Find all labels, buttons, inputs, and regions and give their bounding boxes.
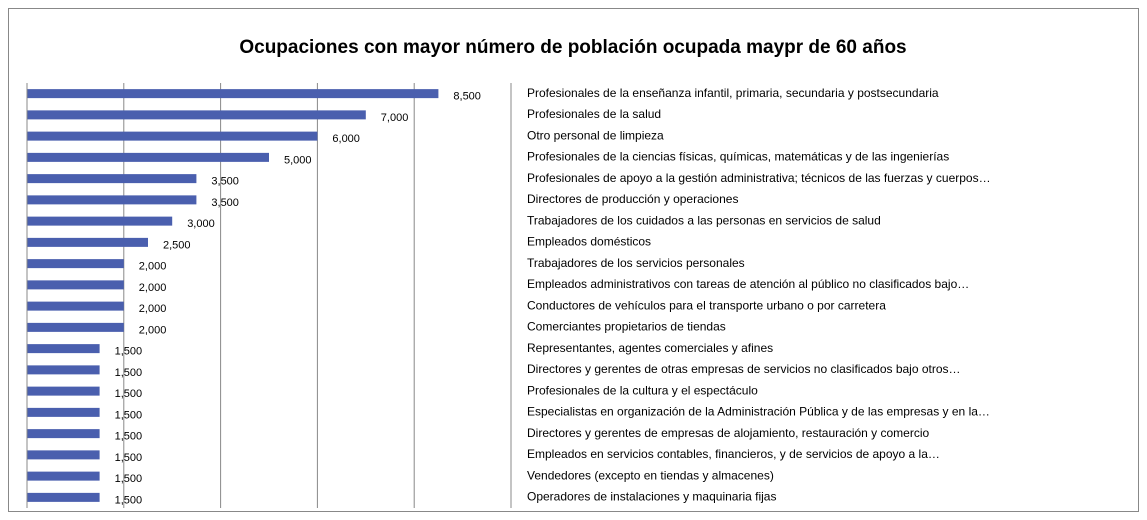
value-label: 1,500 <box>115 346 143 358</box>
value-label: 3,000 <box>187 218 215 230</box>
category-label: Empleados en servicios contables, financ… <box>527 447 940 461</box>
category-label: Operadores de instalaciones y maquinaria… <box>527 490 776 504</box>
bar <box>27 259 124 269</box>
category-label: Trabajadores de los servicios personales <box>527 256 745 270</box>
bar <box>27 110 366 120</box>
value-label: 2,500 <box>163 239 191 251</box>
value-label: 3,500 <box>211 176 239 188</box>
bar <box>27 322 124 332</box>
value-label: 1,500 <box>115 367 143 379</box>
value-label: 3,500 <box>211 197 239 209</box>
value-label: 1,500 <box>115 494 143 506</box>
category-label: Profesionales de la enseñanza infantil, … <box>527 86 939 100</box>
value-label: 1,500 <box>115 473 143 485</box>
category-label: Empleados domésticos <box>527 235 651 249</box>
bar <box>27 237 148 247</box>
bar <box>27 131 318 141</box>
category-label: Profesionales de apoyo a la gestión admi… <box>527 171 991 185</box>
bar <box>27 407 100 417</box>
bar <box>27 280 124 290</box>
bar <box>27 216 173 226</box>
value-label: 1,500 <box>115 431 143 443</box>
category-label: Directores de producción y operaciones <box>527 192 738 206</box>
category-label: Especialistas en organización de la Admi… <box>527 405 990 419</box>
category-label: Trabajadores de los cuidados a las perso… <box>527 213 881 227</box>
bar <box>27 386 100 396</box>
bar <box>27 429 100 439</box>
category-label: Profesionales de la cultura y el espectá… <box>527 383 758 397</box>
category-label: Otro personal de limpieza <box>527 128 664 142</box>
bar <box>27 365 100 375</box>
category-label: Directores y gerentes de otras empresas … <box>527 362 961 376</box>
value-label: 6,000 <box>332 133 360 145</box>
chart-title: Ocupaciones con mayor número de població… <box>239 37 906 58</box>
value-label: 8,500 <box>453 91 481 103</box>
category-label: Profesionales de la salud <box>527 107 661 121</box>
category-label: Profesionales de la ciencias físicas, qu… <box>527 150 949 164</box>
bar <box>27 174 197 184</box>
category-label: Empleados administrativos con tareas de … <box>527 277 969 291</box>
bar <box>27 344 100 354</box>
value-label: 1,500 <box>115 452 143 464</box>
value-label: 2,000 <box>139 261 167 273</box>
value-label: 2,000 <box>139 303 167 315</box>
value-label: 1,500 <box>115 388 143 400</box>
value-label: 2,000 <box>139 324 167 336</box>
value-label: 7,000 <box>381 112 409 124</box>
bar <box>27 450 100 460</box>
bar <box>27 492 100 502</box>
bar <box>27 301 124 311</box>
bar <box>27 89 439 99</box>
category-label: Conductores de vehículos para el transpo… <box>527 298 886 312</box>
value-label: 2,000 <box>139 282 167 294</box>
category-label: Vendedores (excepto en tiendas y almacen… <box>527 468 774 482</box>
value-label: 5,000 <box>284 154 312 166</box>
category-label: Representantes, agentes comerciales y af… <box>527 341 773 355</box>
bar <box>27 471 100 481</box>
bar <box>27 195 197 205</box>
category-label: Comerciantes propietarios de tiendas <box>527 320 726 334</box>
value-label: 1,500 <box>115 409 143 421</box>
category-label: Directores y gerentes de empresas de alo… <box>527 426 930 440</box>
bar <box>27 152 269 162</box>
